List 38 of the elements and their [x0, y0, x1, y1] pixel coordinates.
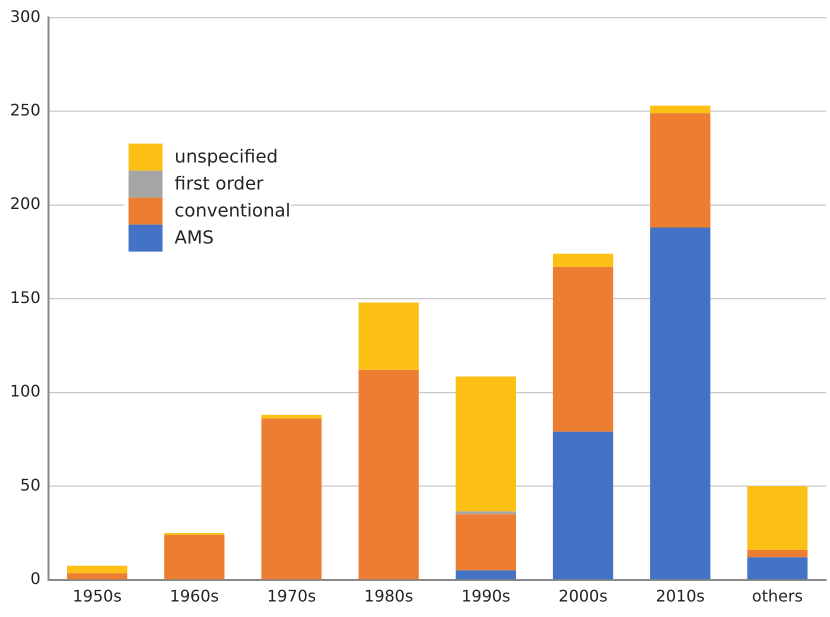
bar — [67, 573, 128, 580]
legend-label: first order — [174, 173, 264, 194]
y-tick-label: 50 — [20, 475, 41, 494]
y-tick-label: 100 — [10, 382, 41, 401]
bar — [747, 486, 808, 550]
legend-label: AMS — [174, 227, 214, 248]
bar — [747, 557, 808, 580]
bar — [67, 566, 128, 574]
legend-label: conventional — [174, 200, 291, 222]
bar — [456, 514, 516, 570]
bar — [650, 227, 710, 580]
x-tick-label: 1990s — [461, 586, 510, 606]
bar — [650, 113, 710, 228]
bar — [552, 432, 614, 580]
bar — [747, 550, 808, 558]
bar — [456, 570, 516, 580]
y-tick-label: 250 — [10, 100, 41, 120]
bar — [358, 370, 419, 580]
legend-label: unspecified — [174, 146, 278, 168]
x-tick-label: 2010s — [656, 586, 705, 606]
y-tick-label: 300 — [10, 6, 41, 26]
y-tick-label: 0 — [30, 568, 41, 588]
x-tick-label: others — [752, 586, 803, 606]
x-tick-label: 1970s — [266, 586, 316, 606]
y-tick-label: 200 — [10, 194, 41, 214]
bar — [358, 302, 419, 370]
bar — [261, 418, 322, 580]
bar — [456, 376, 516, 512]
x-tick-label: 1950s — [72, 586, 122, 606]
x-tick-label: 1980s — [364, 586, 414, 606]
bar — [164, 534, 224, 580]
bar — [552, 254, 614, 267]
bar — [552, 266, 614, 432]
y-tick-label: 150 — [10, 288, 41, 307]
bar — [261, 414, 322, 419]
bar — [650, 106, 710, 114]
x-tick-label: 1960s — [170, 586, 219, 606]
x-tick-label: 2000s — [558, 586, 608, 606]
